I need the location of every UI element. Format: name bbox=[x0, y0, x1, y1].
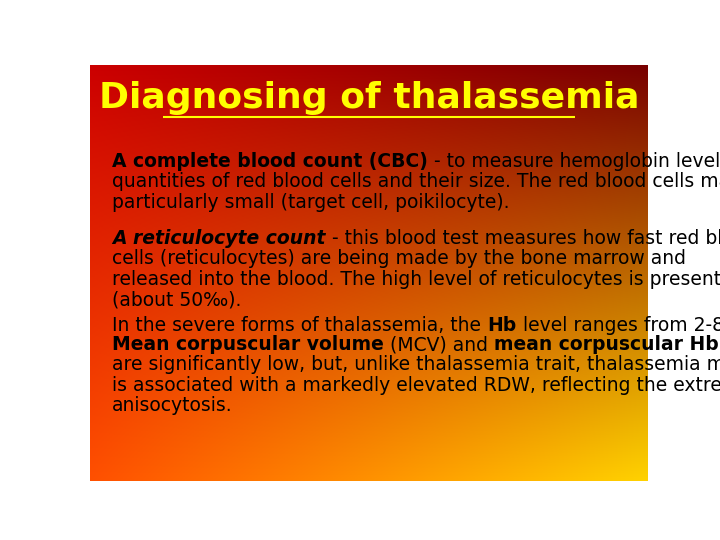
Text: Mean corpuscular volume: Mean corpuscular volume bbox=[112, 335, 384, 354]
Text: are significantly low, but, unlike thalassemia trait, thalassemia major: are significantly low, but, unlike thala… bbox=[112, 355, 720, 374]
Text: (MCV) and: (MCV) and bbox=[384, 335, 494, 354]
Text: In the severe forms of thalassemia, the: In the severe forms of thalassemia, the bbox=[112, 316, 487, 335]
Text: (MCH): (MCH) bbox=[719, 335, 720, 354]
Text: - to measure hemoglobin levels,: - to measure hemoglobin levels, bbox=[428, 152, 720, 171]
Text: Hb: Hb bbox=[487, 316, 516, 335]
Text: (about 50‰).: (about 50‰). bbox=[112, 290, 242, 309]
Text: A complete blood count (CBC): A complete blood count (CBC) bbox=[112, 152, 428, 171]
Text: - this blood test measures how fast red blood: - this blood test measures how fast red … bbox=[326, 229, 720, 248]
Text: is associated with a markedly elevated RDW, reflecting the extreme: is associated with a markedly elevated R… bbox=[112, 376, 720, 395]
Text: A reticulocyte count: A reticulocyte count bbox=[112, 229, 326, 248]
Text: mean corpuscular Hb: mean corpuscular Hb bbox=[494, 335, 719, 354]
Text: released into the blood. The high level of reticulocytes is present: released into the blood. The high level … bbox=[112, 270, 720, 289]
Text: anisocytosis.: anisocytosis. bbox=[112, 396, 233, 415]
Text: particularly small (target cell, poikilocyte).: particularly small (target cell, poikilo… bbox=[112, 193, 510, 212]
Text: quantities of red blood cells and their size. The red blood cells may be: quantities of red blood cells and their … bbox=[112, 172, 720, 192]
Text: level ranges from 2-8 g/dL.: level ranges from 2-8 g/dL. bbox=[516, 316, 720, 335]
Text: Diagnosing of thalassemia: Diagnosing of thalassemia bbox=[99, 81, 639, 115]
Text: cells (reticulocytes) are being made by the bone marrow and: cells (reticulocytes) are being made by … bbox=[112, 249, 686, 268]
